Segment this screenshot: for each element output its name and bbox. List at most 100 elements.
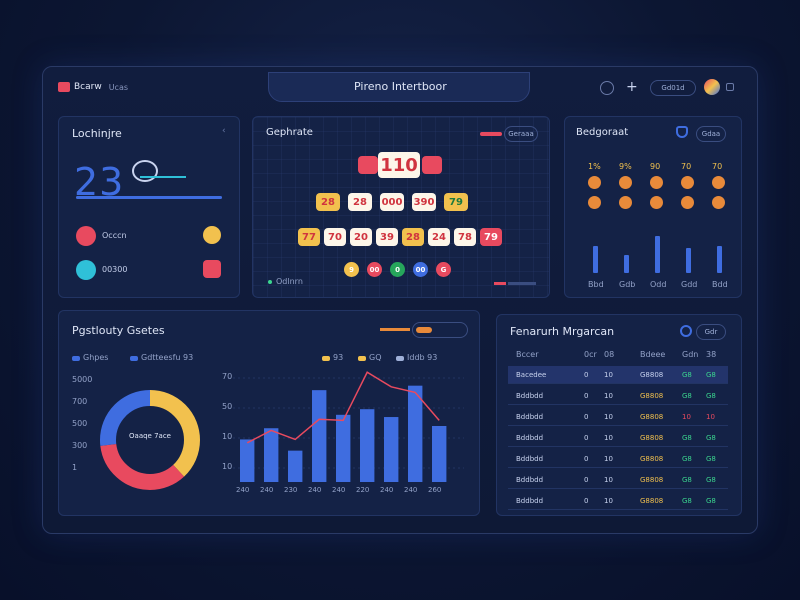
chip-row2-item[interactable]: 70 (324, 228, 346, 246)
orange-dot[interactable] (619, 196, 632, 209)
table-cell: 10 (604, 434, 613, 442)
bottom-right-filter[interactable]: Gdr (696, 324, 726, 340)
bar (686, 247, 691, 273)
bar[interactable] (240, 439, 255, 482)
table-cell: G8 (682, 371, 692, 379)
x-label: Bbd (588, 280, 604, 289)
table-cell: 0 (584, 476, 589, 484)
legend-label: GQ (369, 353, 382, 362)
chevron-icon[interactable]: ‹ (222, 126, 226, 136)
table-cell: G8808 (640, 455, 664, 463)
chip-row2-item[interactable]: 20 (350, 228, 372, 246)
orange-dot[interactable] (650, 176, 663, 189)
avatar[interactable] (704, 79, 720, 95)
table-row[interactable] (508, 408, 728, 426)
add-icon[interactable]: + (626, 79, 638, 95)
chip-row2-item[interactable]: 78 (454, 228, 476, 246)
table-cell: G8 (682, 455, 692, 463)
footer-accent (494, 282, 506, 285)
chip-row2-item[interactable]: 28 (402, 228, 424, 246)
orange-dot[interactable] (712, 196, 725, 209)
donut-segment[interactable] (100, 390, 200, 490)
coin-item[interactable]: 9 (344, 262, 359, 277)
table-cell: 10 (604, 392, 613, 400)
globe-icon[interactable] (680, 325, 692, 337)
user-label-pill[interactable]: Gd01d (650, 80, 696, 96)
coin-item[interactable]: G (436, 262, 451, 277)
bar (593, 246, 598, 273)
chip-row2-item[interactable]: 39 (376, 228, 398, 246)
table-row[interactable] (508, 387, 728, 405)
coin-item[interactable]: 00 (413, 262, 428, 277)
orange-dot[interactable] (712, 176, 725, 189)
bar[interactable] (288, 450, 303, 482)
coin-item[interactable]: 00 (367, 262, 382, 277)
table-cell: 0 (584, 455, 589, 463)
bar[interactable] (360, 409, 375, 482)
table-cell: 10 (682, 413, 691, 421)
table-cell: 10 (604, 497, 613, 505)
settings-icon[interactable] (600, 81, 614, 95)
bar-x-label: 240 (380, 486, 394, 494)
chip-row1-item[interactable]: 28 (316, 193, 340, 211)
item-badge-1[interactable] (203, 226, 221, 244)
legend-label: 93 (333, 353, 344, 362)
table-row[interactable] (508, 492, 728, 510)
chip-row2-item[interactable]: 77 (298, 228, 320, 246)
orange-dot[interactable] (588, 196, 601, 209)
table-cell: G8808 (640, 497, 664, 505)
brand-logo[interactable]: Bcarw Ucas (58, 82, 128, 92)
bar-x-label: 220 (356, 486, 370, 494)
item-badge-2[interactable] (203, 260, 221, 278)
donut-center-label: Oaaqe 7ace (129, 432, 171, 440)
orange-dot[interactable] (681, 176, 694, 189)
item-label-1: Occcn (102, 231, 127, 240)
x-label: Odd (650, 280, 667, 289)
bar-x-label: 260 (428, 486, 442, 494)
top-side-chip-right[interactable] (422, 156, 442, 174)
bar[interactable] (264, 428, 279, 482)
table-header-cell: 38 (706, 350, 717, 359)
bottom-left-toggle[interactable] (412, 322, 468, 338)
chip-row1-item[interactable]: 79 (444, 193, 468, 211)
top-right-filter[interactable]: Gdaa (696, 126, 726, 142)
table-cell: Bddbdd (516, 476, 544, 484)
chip-row2-item[interactable]: 79 (480, 228, 502, 246)
bar[interactable] (432, 426, 447, 482)
bar[interactable] (336, 414, 351, 482)
table-row[interactable] (508, 429, 728, 447)
top-side-chip-left[interactable] (358, 156, 378, 174)
menu-icon[interactable] (726, 83, 734, 91)
chip-row2-item[interactable]: 24 (428, 228, 450, 246)
trend-line (140, 176, 186, 178)
bar-y-label: 10 (222, 432, 233, 441)
chip-row1-item[interactable]: 28 (348, 193, 372, 211)
orange-dot[interactable] (650, 196, 663, 209)
donut-segment[interactable] (100, 390, 200, 490)
table-cell: G8 (706, 455, 716, 463)
legend-label: Gdtteesfu 93 (141, 353, 194, 362)
column-label: 70 (712, 162, 723, 171)
orange-dot[interactable] (619, 176, 632, 189)
legend-swatch (130, 356, 138, 361)
chip-row1-item[interactable]: 000 (380, 193, 404, 211)
orange-dot[interactable] (681, 196, 694, 209)
bar[interactable] (408, 385, 423, 482)
trend-line (246, 371, 440, 444)
table-row[interactable] (508, 450, 728, 468)
table-row[interactable] (508, 471, 728, 489)
top-value-chip[interactable]: 110 (378, 152, 420, 178)
table-cell: Bddbdd (516, 434, 544, 442)
bar[interactable] (312, 390, 327, 482)
orange-dot[interactable] (588, 176, 601, 189)
table-row[interactable] (508, 366, 728, 384)
table-cell: G8 (706, 434, 716, 442)
column-label: 70 (681, 162, 692, 171)
card-bottom-left-title: Pgstlouty Gsetes (72, 324, 165, 337)
chip-row1-item[interactable]: 390 (412, 193, 436, 211)
card-top-right-title: Bedgoraat (576, 127, 629, 138)
bar[interactable] (384, 417, 399, 482)
filter-button[interactable]: Geraaa (504, 126, 538, 142)
coin-item[interactable]: 0 (390, 262, 405, 277)
card-top-middle-title: Gephrate (266, 127, 313, 138)
